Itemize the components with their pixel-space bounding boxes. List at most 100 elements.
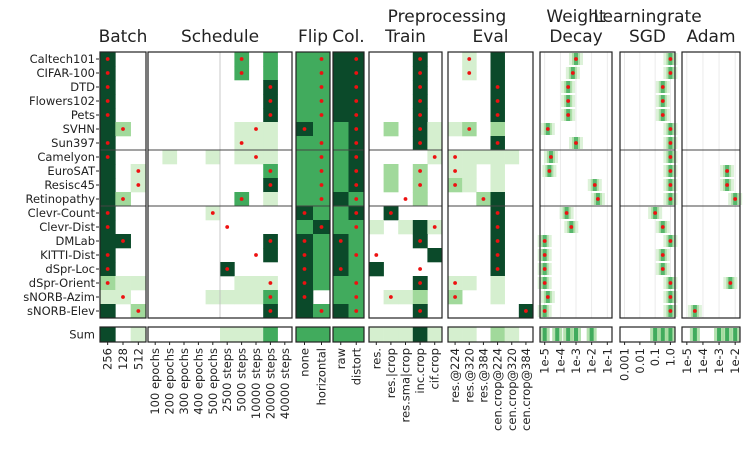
x-tick-label: res.@320 bbox=[462, 348, 476, 403]
sum-label: Sum bbox=[69, 328, 95, 342]
panel-frame bbox=[447, 51, 534, 319]
best-marker bbox=[668, 239, 673, 243]
heat-cell bbox=[490, 66, 505, 81]
heat-cell bbox=[462, 276, 477, 291]
x-tick-label: 2500 steps bbox=[220, 348, 234, 412]
best-marker bbox=[660, 99, 665, 103]
x-tick-label: 0.01 bbox=[633, 348, 647, 374]
best-marker bbox=[403, 197, 408, 201]
best-marker bbox=[354, 295, 359, 299]
sum-band bbox=[542, 328, 547, 341]
heat-cell bbox=[333, 290, 349, 305]
best-marker bbox=[668, 71, 673, 75]
sum-cell bbox=[412, 327, 428, 342]
best-marker bbox=[389, 295, 393, 299]
panel-frame bbox=[99, 51, 147, 319]
heat-cell bbox=[313, 206, 331, 221]
best-marker bbox=[319, 169, 324, 173]
heat-cell bbox=[296, 136, 314, 151]
best-marker bbox=[239, 71, 244, 75]
best-marker bbox=[354, 253, 359, 257]
best-marker bbox=[418, 267, 422, 271]
x-tick-label: distort bbox=[349, 348, 363, 386]
best-marker bbox=[545, 127, 550, 131]
best-marker bbox=[418, 281, 422, 285]
row-label: Clevr-Count bbox=[28, 206, 96, 220]
heat-cell bbox=[412, 192, 428, 207]
best-marker bbox=[668, 183, 673, 187]
heat-cell bbox=[296, 304, 314, 319]
sum-cell bbox=[348, 327, 365, 342]
best-marker bbox=[354, 57, 359, 61]
sum-band bbox=[589, 328, 594, 341]
best-marker bbox=[268, 113, 273, 117]
best-marker bbox=[105, 253, 110, 257]
best-marker bbox=[453, 183, 457, 187]
heat-cell bbox=[296, 94, 314, 109]
best-marker bbox=[319, 197, 324, 201]
supertitle: Preprocessing bbox=[388, 7, 507, 27]
best-marker bbox=[136, 309, 141, 313]
panel-frame bbox=[147, 51, 293, 319]
heat-cell bbox=[205, 290, 221, 305]
best-marker bbox=[354, 183, 359, 187]
heat-cell bbox=[234, 122, 250, 137]
heat-cell bbox=[448, 122, 463, 137]
heat-cell bbox=[383, 122, 399, 137]
sum-band bbox=[725, 328, 730, 341]
sum-cell bbox=[462, 327, 477, 342]
heat-cell bbox=[398, 290, 414, 305]
heat-cell bbox=[427, 248, 443, 263]
panel-flip: Flip none horizontal bbox=[295, 27, 331, 405]
sum-cell bbox=[333, 327, 349, 342]
sum-band bbox=[653, 328, 658, 341]
row-label: KITTI-Dist bbox=[40, 248, 95, 262]
x-tick-label: 0.001 bbox=[618, 348, 632, 381]
x-tick-label: res.|crop bbox=[384, 348, 398, 398]
sum-cell bbox=[383, 327, 399, 342]
heat-cell bbox=[100, 192, 116, 207]
heat-cell bbox=[248, 290, 264, 305]
x-tick-label: none bbox=[298, 348, 312, 377]
sum-band bbox=[660, 328, 665, 341]
best-marker bbox=[569, 225, 574, 229]
best-marker bbox=[319, 57, 324, 61]
sum-cell bbox=[448, 327, 463, 342]
row-label: SVHN bbox=[63, 122, 95, 136]
best-marker bbox=[338, 239, 343, 243]
best-marker bbox=[733, 197, 738, 201]
best-marker bbox=[418, 141, 422, 145]
heat-cell bbox=[383, 164, 399, 179]
heat-cell bbox=[263, 192, 278, 207]
best-marker bbox=[225, 225, 230, 229]
heat-cell bbox=[333, 52, 349, 67]
sum-frame bbox=[147, 326, 293, 343]
heat-cell bbox=[263, 122, 278, 137]
heat-cell bbox=[115, 276, 131, 291]
best-marker bbox=[254, 127, 258, 131]
panel-title: Flip bbox=[298, 27, 328, 47]
heat-cell bbox=[462, 150, 477, 165]
heat-cell bbox=[490, 150, 505, 165]
best-marker bbox=[105, 225, 110, 229]
heat-cell bbox=[248, 276, 264, 291]
best-marker bbox=[668, 155, 673, 159]
best-marker bbox=[542, 239, 547, 243]
row-label: DMLab bbox=[55, 234, 95, 248]
best-marker bbox=[319, 85, 324, 89]
best-marker bbox=[354, 197, 359, 201]
best-marker bbox=[467, 71, 472, 75]
best-marker bbox=[210, 211, 215, 215]
best-marker bbox=[566, 85, 571, 89]
best-marker bbox=[354, 169, 359, 173]
best-marker bbox=[105, 71, 110, 75]
heat-cell bbox=[313, 122, 331, 137]
best-marker bbox=[418, 71, 422, 75]
x-tick-label: 128 bbox=[116, 348, 130, 370]
heat-cell bbox=[333, 192, 349, 207]
best-marker bbox=[596, 197, 600, 201]
heat-cell bbox=[100, 164, 116, 179]
